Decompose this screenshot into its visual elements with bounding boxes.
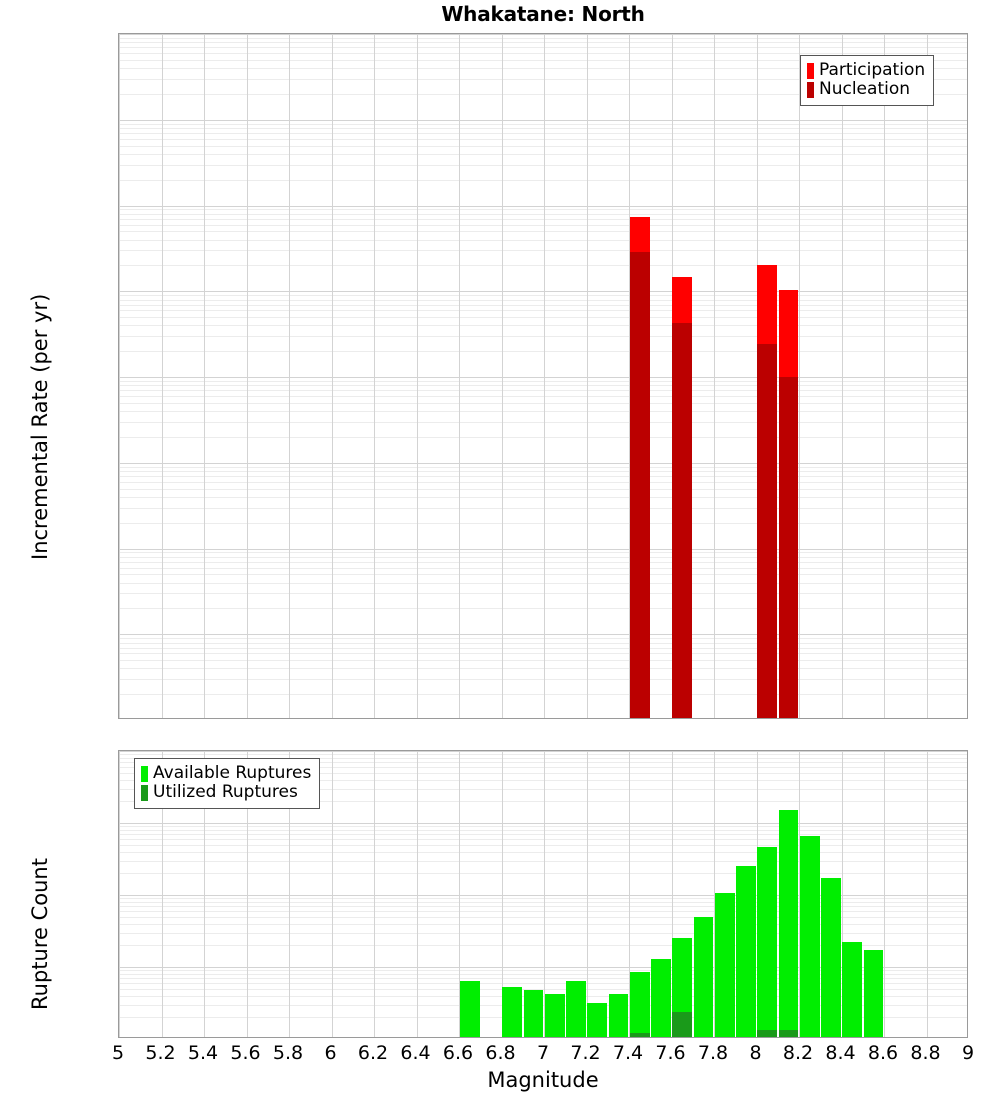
legend-swatch-available-ruptures [141,765,148,782]
legend-label-participation: Participation [819,60,926,80]
bar-nucleation [757,343,777,718]
bar-available-ruptures [863,950,884,1037]
legend-swatch-participation [807,62,814,79]
x-tick-label: 8.8 [910,1042,941,1064]
bar-available-ruptures [587,1002,607,1037]
bar-available-ruptures [778,810,799,1037]
x-tick-label: 7.2 [570,1042,601,1064]
bar-available-ruptures [736,865,756,1037]
legend-item-nucleation[interactable]: Nucleation [807,79,925,100]
bar-available-ruptures [502,986,522,1037]
x-tick-label: 5 [111,1042,125,1064]
x-tick-label: 7.6 [655,1042,686,1064]
bar-nucleation [672,323,692,718]
bar-available-ruptures [566,980,586,1037]
bar-available-ruptures [608,993,629,1037]
x-tick-label: 5.2 [145,1042,176,1064]
x-tick-label: 6 [324,1042,337,1064]
bar-available-ruptures [821,878,841,1037]
incremental-rate-plot [118,33,968,719]
x-tick-label: 5.6 [230,1042,261,1064]
legend-item-utilized-ruptures[interactable]: Utilized Ruptures [141,782,311,803]
legend-item-available-ruptures[interactable]: Available Ruptures [141,763,312,783]
legend-item-participation[interactable]: Participation [807,60,926,80]
bar-utilized-ruptures [629,1032,650,1037]
x-tick-label: 5.8 [272,1042,304,1064]
x-tick-label: 5.4 [187,1042,219,1064]
bar-available-ruptures [544,993,565,1037]
legend-swatch-nucleation [807,81,814,98]
x-tick-label: 8.4 [825,1042,856,1064]
bar-utilized-ruptures [757,1030,777,1037]
bar-available-ruptures [523,989,544,1037]
x-tick-label: 6.4 [400,1042,431,1064]
legend-label-utilized-ruptures: Utilized Ruptures [153,782,298,803]
legend-rupture-count: Available Ruptures Utilized Ruptures [134,758,321,810]
bar-nucleation [778,376,799,718]
x-tick-label: 6.2 [357,1042,389,1064]
legend-incremental-rate: Participation Nucleation [800,55,935,107]
x-tick-label: 8.6 [867,1042,899,1064]
legend-swatch-utilized-ruptures [141,784,148,801]
bar-available-ruptures [842,941,862,1037]
x-tick-label: 7.4 [612,1042,644,1064]
bar-utilized-ruptures [778,1030,799,1037]
bar-available-ruptures [651,959,671,1037]
page-title: Whakatane: North [441,2,645,26]
bar-available-ruptures [693,917,714,1037]
x-tick-label: 7 [536,1042,550,1064]
y-axis-title-bottom: Rupture Count [28,858,52,1010]
x-tick-label: 8.2 [782,1042,814,1064]
x-axis-title: Magnitude [487,1068,599,1092]
bar-available-ruptures [714,893,735,1037]
bar-nucleation [629,252,650,718]
legend-label-available-ruptures: Available Ruptures [153,763,312,783]
bar-available-ruptures [757,846,777,1037]
legend-label-nucleation: Nucleation [819,79,911,100]
x-tick-label: 9 [961,1042,975,1064]
x-tick-label: 6.6 [442,1042,474,1064]
bar-available-ruptures [629,971,650,1037]
bar-available-ruptures [672,937,692,1037]
bar-available-ruptures [459,980,480,1037]
x-tick-label: 8 [749,1042,762,1064]
x-tick-label: 7.8 [697,1042,729,1064]
bar-available-ruptures [799,835,820,1037]
bars-incremental-rate [119,34,967,718]
bars-rupture-count [119,751,967,1037]
x-tick-label: 6.8 [485,1042,516,1064]
y-axis-ticks-bottom: 104103102101100 [0,0,113,1060]
bar-utilized-ruptures [672,1012,692,1037]
